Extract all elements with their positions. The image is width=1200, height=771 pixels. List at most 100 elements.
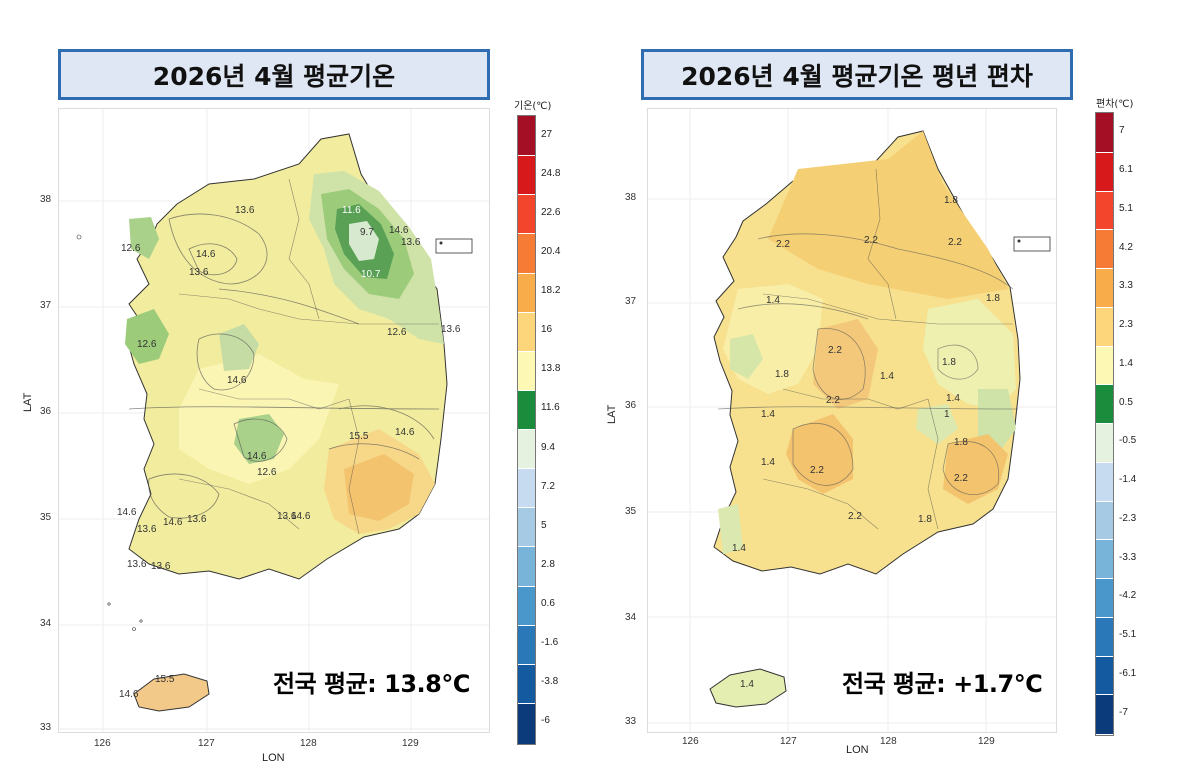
left-legend-swatch	[518, 311, 535, 353]
right-y-tick: 38	[625, 192, 637, 203]
right-map-panel: 2026년 4월 평균기온 평년 편차	[600, 0, 1200, 771]
right-plot-area: 2.2 1.8 2.2 2.2 2.2 1.8 1.4 2.2 1.8 1.8 …	[647, 108, 1057, 733]
left-jeju-island	[133, 673, 210, 712]
right-contour-label: 1.8	[944, 195, 958, 206]
right-contour-label: 1.8	[942, 357, 956, 368]
left-contours	[128, 213, 440, 519]
left-legend-label: 0.6	[541, 598, 555, 610]
left-x-axis-label: LON	[262, 752, 285, 764]
left-legend-swatch	[518, 624, 535, 666]
right-legend-swatch	[1096, 306, 1113, 347]
right-contour-label: 1	[944, 409, 950, 420]
right-x-tick: 129	[978, 736, 995, 747]
left-contour-label: 14.6	[196, 249, 216, 260]
right-legend-label: -3.3	[1119, 551, 1137, 563]
right-legend-swatch	[1096, 500, 1113, 541]
right-y-tick: 35	[625, 506, 637, 517]
left-contour-label: 13.6	[441, 324, 461, 335]
right-legend-label: -5.1	[1119, 629, 1137, 641]
right-jeju-island	[709, 668, 787, 708]
left-legend-label: 7.2	[541, 480, 555, 492]
right-contour-label: 2.2	[948, 237, 962, 248]
left-contour-label: 14.6	[247, 451, 267, 462]
left-legend-label: 24.8	[541, 167, 561, 179]
left-contour-label: 14.6	[227, 375, 247, 386]
left-legend-swatch	[518, 507, 535, 549]
left-national-average: 전국 평균: 13.8℃	[273, 670, 470, 698]
right-legend-label: -2.3	[1119, 512, 1137, 524]
right-legend-swatch	[1096, 694, 1113, 735]
right-legend-label: 2.3	[1119, 319, 1133, 331]
left-y-axis-label: LAT	[22, 392, 34, 412]
left-legend-label: 9.4	[541, 441, 555, 453]
left-contour-label: 15.5	[349, 431, 369, 442]
left-legend-label: 13.8	[541, 363, 561, 375]
left-legend-label: -1.6	[541, 637, 559, 649]
left-contour-label: 10.7	[361, 269, 381, 280]
right-x-tick: 126	[682, 736, 699, 747]
left-legend-swatch	[518, 663, 535, 705]
left-contour-label: 15.5	[155, 674, 175, 685]
right-legend-label: 7	[1119, 125, 1125, 137]
left-contour-label: 12.6	[387, 327, 407, 338]
right-legend-swatch	[1096, 384, 1113, 425]
left-contour-label: 13.6	[187, 514, 207, 525]
left-x-tick: 127	[198, 738, 215, 749]
right-x-axis-label: LON	[846, 744, 869, 756]
left-x-tick: 126	[94, 738, 111, 749]
right-contour-label: 1.4	[880, 371, 894, 382]
right-contour-label: 1.4	[946, 393, 960, 404]
left-contour-label: 14.6	[389, 225, 409, 236]
left-map-panel: 2026년 4월 평균기온	[22, 49, 561, 764]
left-contour-label: 13.6	[277, 511, 297, 522]
right-contour-label: 1.4	[761, 409, 775, 420]
right-contour-label: 1.8	[918, 514, 932, 525]
right-contour-label: 2.2	[864, 235, 878, 246]
left-contour-label: 13.6	[127, 559, 147, 570]
right-legend-swatch	[1096, 578, 1113, 618]
right-legend-label: 0.5	[1119, 396, 1133, 408]
left-map-title: 2026년 4월 평균기온	[58, 49, 490, 100]
right-contour-label: 1.8	[954, 437, 968, 448]
right-y-axis-label: LAT	[606, 404, 618, 424]
left-legend-label: 18.2	[541, 285, 561, 297]
left-legend-label: 5	[541, 519, 547, 531]
right-legend-title: 편차(℃)	[1096, 99, 1134, 110]
right-contour-label: 2.2	[810, 465, 824, 476]
left-legend-label: -3.8	[541, 676, 559, 688]
left-legend-swatch	[518, 194, 535, 236]
right-legend-swatch	[1096, 461, 1113, 502]
left-contour-label: 14.6	[291, 511, 311, 522]
right-legend-label: 4.2	[1119, 241, 1133, 253]
right-legend-swatch	[1096, 151, 1113, 192]
right-contour-label: 1.4	[740, 679, 754, 690]
left-contour-label: 13.6	[151, 561, 171, 572]
left-contour-label: 14.6	[117, 507, 137, 518]
right-y-tick: 36	[625, 400, 637, 411]
right-contour-label: 1.4	[761, 457, 775, 468]
left-map-graphic	[59, 109, 489, 732]
right-national-average: 전국 평균: +1.7℃	[842, 670, 1043, 698]
left-y-tick: 38	[40, 194, 52, 205]
left-x-tick: 128	[300, 738, 317, 749]
right-x-tick: 128	[880, 736, 897, 747]
left-y-tick: 34	[40, 618, 52, 629]
left-contour-label: 12.6	[121, 243, 141, 254]
left-contour-label: 11.6	[342, 205, 361, 216]
left-y-tick: 35	[40, 512, 52, 523]
right-legend-colorbar	[1095, 112, 1114, 736]
right-legend-label: 5.1	[1119, 202, 1133, 214]
left-y-tick: 37	[40, 300, 52, 311]
right-legend-label: 6.1	[1119, 164, 1133, 176]
left-legend-swatch	[518, 702, 535, 744]
right-contour-label: 2.2	[826, 395, 840, 406]
left-legend-swatch	[518, 116, 535, 156]
left-y-tick: 36	[40, 406, 52, 417]
left-legend-title: 기온(℃)	[514, 101, 552, 112]
right-contour-label: 1.4	[732, 543, 746, 554]
left-legend-label: 2.8	[541, 558, 555, 570]
right-contour-label: 2.2	[828, 345, 842, 356]
right-legend-swatch	[1096, 616, 1113, 657]
right-y-tick: 37	[625, 296, 637, 307]
right-contour-label: 1.8	[775, 369, 789, 380]
